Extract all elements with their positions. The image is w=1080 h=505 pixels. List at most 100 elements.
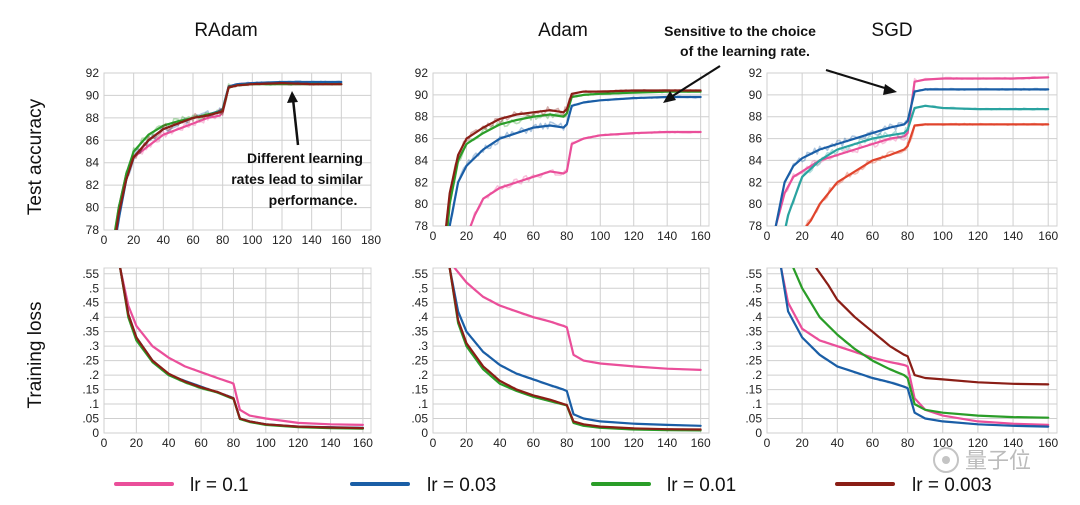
sgd-annotation-line-1: Sensitive to the choice bbox=[664, 23, 816, 39]
y-tick-label: .55 bbox=[411, 267, 428, 281]
y-tick-label: .35 bbox=[745, 325, 762, 339]
x-tick-label: 40 bbox=[831, 229, 845, 243]
radam-annotation-line-3: performance. bbox=[269, 192, 358, 208]
x-tick-label: 60 bbox=[194, 436, 208, 450]
y-tick-label: 88 bbox=[86, 111, 100, 125]
x-tick-label: 120 bbox=[288, 436, 308, 450]
radam-annotation-arrowhead bbox=[287, 91, 298, 103]
panels-layer: 0 20 40 60 80 100 120 140 160 180 78 80 82 84 86 88 90 92… bbox=[82, 20, 1058, 450]
series-line-lr-0-1 bbox=[119, 268, 364, 426]
plot-area bbox=[103, 267, 372, 434]
series-line-lr-0-01 bbox=[792, 268, 1050, 419]
x-tick-label: 0 bbox=[430, 229, 437, 243]
x-tick-label: 0 bbox=[101, 436, 108, 450]
x-tick-label: 100 bbox=[933, 229, 953, 243]
y-tick-label: .4 bbox=[752, 310, 762, 324]
y-tick-label: 0 bbox=[755, 426, 762, 440]
y-tick-label: .05 bbox=[745, 412, 762, 426]
x-tick-label: 60 bbox=[527, 436, 541, 450]
panel-adam_acc: 0 20 40 60 80 100 120 140 160 78 80 82 84 86 88 90 92 Ada… bbox=[415, 20, 711, 243]
series-line-lr-0-03 bbox=[779, 268, 1050, 428]
chart-title-adam_acc: Adam bbox=[538, 20, 588, 41]
x-tick-label: 100 bbox=[242, 233, 262, 247]
radam-annotation-arrow-line bbox=[291, 98, 300, 146]
sgd-annotation-arrow-to-sgd bbox=[825, 68, 889, 91]
series-line-lr-0-003 bbox=[815, 268, 1050, 386]
y-tick-label: .05 bbox=[82, 412, 99, 426]
y-tick-label: .5 bbox=[752, 281, 762, 295]
x-tick-label: 0 bbox=[764, 229, 771, 243]
y-tick-label: 80 bbox=[749, 197, 763, 211]
y-tick-label: 90 bbox=[415, 88, 429, 102]
y-tick-label: .4 bbox=[418, 310, 428, 324]
y-tick-label: 88 bbox=[415, 110, 429, 124]
y-tick-label: .5 bbox=[418, 281, 428, 295]
panel-adam_loss: 0 20 40 60 80 100 120 140 160 0.05.1.15.2.25.3.35… bbox=[411, 267, 711, 450]
x-tick-label: 160 bbox=[353, 436, 373, 450]
x-tick-label: 60 bbox=[866, 436, 880, 450]
series-line-lr-0-01 bbox=[784, 104, 1050, 226]
y-tick-label: .5 bbox=[89, 281, 99, 295]
x-tick-label: 120 bbox=[624, 436, 644, 450]
y-tick-label: .35 bbox=[411, 325, 428, 339]
series-line-lr-0-003 bbox=[115, 81, 343, 230]
y-tick-label: 84 bbox=[415, 153, 429, 167]
y-tick-label: 90 bbox=[749, 88, 763, 102]
x-tick-label: 100 bbox=[256, 436, 276, 450]
y-tick-label: 82 bbox=[415, 175, 429, 189]
y-tick-label: .25 bbox=[82, 354, 99, 368]
y-tick-label: 90 bbox=[86, 88, 100, 102]
series-line-lr-0-1 bbox=[469, 130, 702, 226]
x-tick-label: 40 bbox=[831, 436, 845, 450]
series-group bbox=[113, 80, 343, 230]
x-tick-label: 20 bbox=[795, 436, 809, 450]
watermark-logo-dot-icon bbox=[942, 456, 950, 464]
series-group bbox=[779, 268, 1050, 428]
y-tick-label: .05 bbox=[411, 412, 428, 426]
x-tick-label: 100 bbox=[933, 436, 953, 450]
series-line-lr-0-03 bbox=[448, 95, 702, 226]
y-tick-label: 78 bbox=[415, 219, 429, 233]
y-tick-label: .45 bbox=[745, 296, 762, 310]
sgd-annotation: Sensitive to the choice of the learning … bbox=[663, 23, 897, 103]
legend-label-lr-0-03: lr = 0.03 bbox=[427, 475, 496, 496]
x-tick-label: 80 bbox=[901, 436, 915, 450]
x-tick-label: 160 bbox=[1038, 436, 1058, 450]
x-tick-label: 140 bbox=[657, 229, 677, 243]
legend-label-lr-0-01: lr = 0.01 bbox=[667, 475, 736, 496]
x-tick-label: 120 bbox=[624, 229, 644, 243]
y-tick-label: .25 bbox=[411, 354, 428, 368]
radam-annotation: Different learning rates lead to similar… bbox=[231, 91, 363, 208]
series-line-lr-0-1 bbox=[774, 76, 1050, 226]
series-line-lr-0-003 bbox=[119, 268, 364, 430]
y-tick-label: .1 bbox=[89, 397, 99, 411]
y-tick-label: .2 bbox=[418, 368, 428, 382]
x-tick-label: 60 bbox=[527, 229, 541, 243]
x-tick-label: 40 bbox=[493, 229, 507, 243]
x-tick-label: 80 bbox=[901, 229, 915, 243]
x-tick-label: 120 bbox=[272, 233, 292, 247]
y-tick-label: 80 bbox=[415, 197, 429, 211]
x-tick-label: 40 bbox=[162, 436, 176, 450]
legend-label-lr-0-003: lr = 0.003 bbox=[912, 475, 992, 496]
y-tick-label: .3 bbox=[752, 339, 762, 353]
sgd-annotation-arrowhead-adam bbox=[663, 91, 676, 103]
x-tick-label: 100 bbox=[590, 229, 610, 243]
x-tick-label: 140 bbox=[1003, 229, 1023, 243]
x-tick-label: 20 bbox=[130, 436, 144, 450]
x-tick-label: 120 bbox=[968, 436, 988, 450]
panel-radam_acc: 0 20 40 60 80 100 120 140 160 180 78 80 82 84 86 88 90 92… bbox=[86, 20, 382, 247]
y-tick-label: .1 bbox=[418, 397, 428, 411]
x-tick-label: 140 bbox=[1003, 436, 1023, 450]
y-tick-label: 0 bbox=[92, 426, 99, 440]
x-tick-label: 160 bbox=[691, 436, 711, 450]
series-line-lr-0-003 bbox=[445, 89, 702, 226]
y-tick-label: .15 bbox=[411, 383, 428, 397]
x-tick-label: 80 bbox=[227, 436, 241, 450]
x-tick-label: 0 bbox=[101, 233, 108, 247]
y-tick-label: 92 bbox=[86, 66, 100, 80]
x-tick-label: 160 bbox=[331, 233, 351, 247]
plot-area bbox=[103, 72, 372, 231]
ylabel-training-loss: Training loss bbox=[25, 301, 46, 408]
y-tick-label: .25 bbox=[745, 354, 762, 368]
